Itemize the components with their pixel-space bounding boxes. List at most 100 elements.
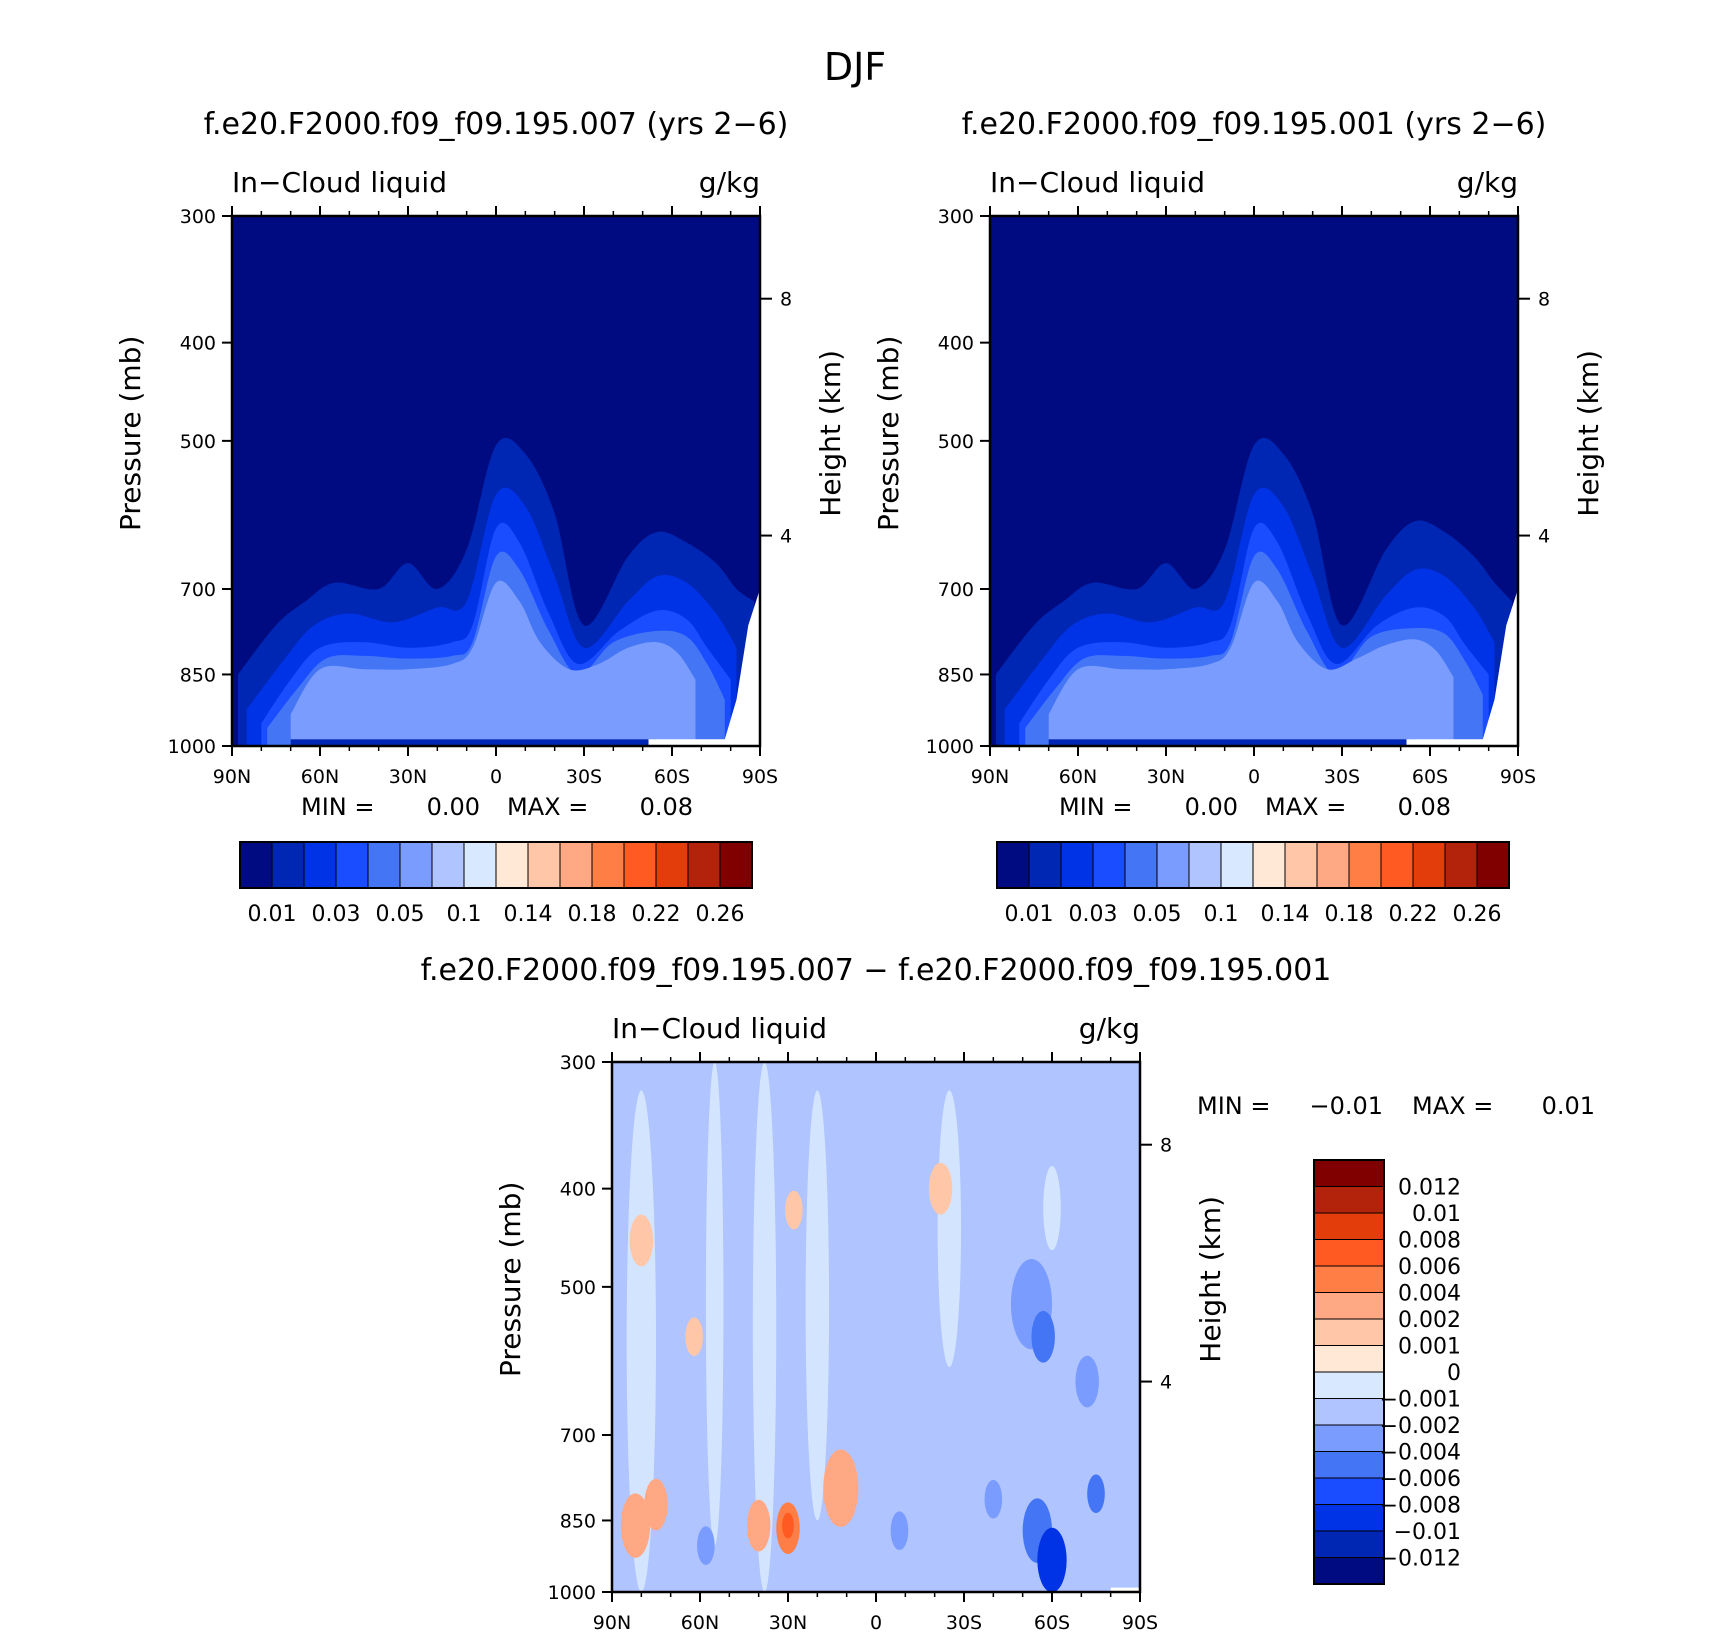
colorbar-box <box>271 841 305 889</box>
y-axis-label: Pressure (mb) <box>872 336 905 531</box>
difference-blob-9 <box>685 1317 703 1357</box>
colorbar-label: −0.001 <box>1380 1388 1461 1413</box>
colorbar-frame <box>996 841 1510 889</box>
max-label: MAX = <box>1412 1092 1493 1120</box>
difference-blob-12 <box>1031 1310 1055 1363</box>
max-label: MAX = <box>1265 793 1346 821</box>
colorbar-box <box>1220 841 1254 889</box>
plot-area <box>612 1062 1140 1592</box>
colorbar-label: 0.01 <box>248 902 297 927</box>
left-string: In−Cloud liquid <box>990 166 1205 199</box>
colorbar-box <box>1476 841 1510 889</box>
right-string: g/kg <box>1457 166 1518 199</box>
colorbar-box <box>1028 841 1062 889</box>
difference-blob-8 <box>629 1214 654 1267</box>
colorbar-box <box>495 841 529 889</box>
colorbar: 0.0120.010.0080.0060.0040.0020.0010−0.00… <box>1313 1159 1461 1585</box>
difference-blob-7 <box>785 1190 803 1230</box>
x-tick-label: 0 <box>490 766 502 788</box>
colorbar-label: 0.01 <box>1005 902 1054 927</box>
x-tick-label: 90N <box>213 766 251 788</box>
y-tick-label: 850 <box>180 664 216 686</box>
missing-data-area <box>1406 589 1518 746</box>
colorbar-box <box>1313 1265 1385 1293</box>
colorbar-box <box>1380 841 1414 889</box>
colorbar-box <box>463 841 497 889</box>
y-right-tick-label: 8 <box>1160 1135 1172 1157</box>
max-label: MAX = <box>507 793 588 821</box>
y-tick-label: 700 <box>180 579 216 601</box>
colorbar-box <box>1313 1239 1385 1267</box>
colorbar-box <box>1313 1371 1385 1399</box>
main-title: DJF <box>824 45 886 89</box>
colorbar-label: 0.004 <box>1398 1282 1461 1307</box>
colorbar-label: 0.26 <box>696 902 745 927</box>
colorbar-label: 0.03 <box>312 902 361 927</box>
y-tick-label: 1000 <box>168 736 216 758</box>
colorbar-box <box>1313 1557 1385 1585</box>
colorbar-box <box>655 841 689 889</box>
colorbar-box <box>1156 841 1190 889</box>
positive-streak-3 <box>752 1062 777 1592</box>
x-tick-label: 60N <box>301 766 339 788</box>
contour-region-5 <box>1048 580 1454 746</box>
chart-title: f.e20.F2000.f09_f09.195.007 − f.e20.F200… <box>421 953 1332 988</box>
y-tick-label: 700 <box>560 1425 596 1447</box>
difference-blob-16 <box>1075 1355 1099 1408</box>
colorbar-label: 0.26 <box>1453 902 1502 927</box>
colorbar-label: −0.008 <box>1380 1494 1461 1519</box>
x-tick-label: 60S <box>1412 766 1448 788</box>
x-tick-label: 60S <box>654 766 690 788</box>
colorbar-label: −0.002 <box>1380 1414 1461 1439</box>
y-tick-label: 1000 <box>926 736 974 758</box>
left-string: In−Cloud liquid <box>612 1012 827 1045</box>
colorbar-box <box>623 841 657 889</box>
x-tick-label: 60S <box>1034 1612 1070 1634</box>
colorbar-label: 0.002 <box>1398 1308 1461 1333</box>
colorbar-label: 0.18 <box>1325 902 1374 927</box>
colorbar-box <box>527 841 561 889</box>
colorbar-label: 0.22 <box>1389 902 1438 927</box>
colorbar-box <box>1313 1345 1385 1373</box>
positive-streak-2 <box>705 1062 724 1546</box>
min-label: MIN = <box>301 793 374 821</box>
x-tick-label: 90S <box>1500 766 1536 788</box>
y-tick-label: 500 <box>560 1277 596 1299</box>
colorbar-label: 0.18 <box>568 902 617 927</box>
x-tick-label: 30S <box>946 1612 982 1634</box>
right-string: g/kg <box>699 166 760 199</box>
x-tick-label: 30N <box>769 1612 807 1634</box>
surface-band <box>1048 739 1416 746</box>
difference-blob-10 <box>928 1162 953 1215</box>
colorbar-frame <box>1313 1159 1385 1585</box>
colorbar-label: 0.01 <box>1412 1202 1461 1227</box>
y-tick-label: 300 <box>560 1052 596 1074</box>
colorbar-box <box>1313 1451 1385 1479</box>
y-axis-label: Pressure (mb) <box>494 1182 527 1377</box>
difference-blob-19 <box>697 1526 715 1565</box>
colorbar-label: 0.14 <box>1261 902 1310 927</box>
max-value: 0.08 <box>1398 793 1451 821</box>
colorbar-box <box>1313 1186 1385 1214</box>
colorbar-label: 0 <box>1447 1361 1461 1386</box>
missing-data-area <box>648 589 760 746</box>
x-tick-label: 30N <box>1147 766 1185 788</box>
y-right-axis-label: Height (km) <box>1194 1196 1227 1363</box>
colorbar-label: 0.05 <box>1133 902 1182 927</box>
x-tick-label: 90S <box>742 766 778 788</box>
colorbar-label: 0.008 <box>1398 1229 1461 1254</box>
colorbar-box <box>996 841 1030 889</box>
y-right-tick-label: 4 <box>1160 1372 1172 1394</box>
colorbar-box <box>1092 841 1126 889</box>
min-value: 0.00 <box>1185 793 1238 821</box>
difference-blob-13 <box>984 1479 1003 1519</box>
colorbar-box <box>719 841 753 889</box>
difference-blob-1 <box>620 1493 651 1558</box>
y-right-tick-label: 8 <box>780 289 792 311</box>
x-tick-label: 90S <box>1122 1612 1158 1634</box>
right-string: g/kg <box>1079 1012 1140 1045</box>
colorbar-box <box>1188 841 1222 889</box>
y-tick-label: 500 <box>180 431 216 453</box>
colorbar-box <box>1284 841 1318 889</box>
difference-blob-3 <box>746 1499 771 1552</box>
